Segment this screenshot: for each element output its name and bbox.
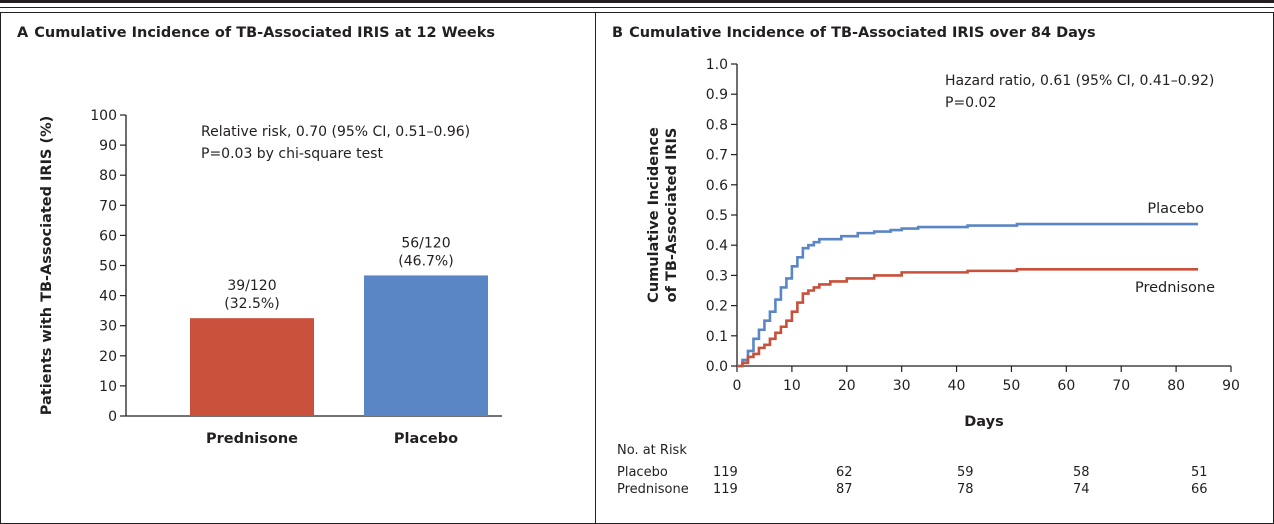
header-rule [0,0,1274,3]
x-tick-label: 40 [948,378,966,394]
risk-cell: 78 [957,482,974,497]
series-line-prednisone [737,268,1199,368]
y-tick-label: 0.7 [706,148,728,164]
risk-table-header: No. at Risk [617,443,687,458]
annotation-text: Relative risk, 0.70 (95% CI, 0.51–0.96) [201,124,470,140]
x-tick-label: 0 [733,378,742,394]
panel-a-letter: A [17,25,29,41]
x-tick-label: 30 [893,378,911,394]
bar-chart: 0 10 20 30 40 50 60 70 80 90 100 Patients with TB-A… [39,108,502,447]
series-line-placebo [737,222,1199,368]
panel-a-title-text: Cumulative Incidence of TB-Associated IR… [34,25,496,41]
y-tick-label: 60 [99,228,117,244]
y-axis-label: of TB-Associated IRIS [664,128,680,303]
x-tick-label: 10 [783,378,801,394]
y-tick-label: 70 [99,198,117,214]
risk-row-label-prednisone: Prednisone [617,482,689,497]
data-label: 39/120 [227,278,276,294]
y-tick-label: 20 [99,349,117,365]
x-tick-label: 60 [1057,378,1075,394]
y-tick-label: 0 [108,409,117,425]
risk-cell: 119 [713,482,738,497]
panel-b-title: B Cumulative Incidence of TB-Associated I… [612,25,1096,41]
panel-a: A Cumulative Incidence of TB-Associated I… [0,12,596,524]
x-tick-label: 20 [838,378,856,394]
y-tick-label: 50 [99,259,117,275]
risk-cell: 59 [957,465,974,480]
y-tick-label: 1.0 [706,57,728,73]
x-category-label: Placebo [394,431,458,447]
panel-b-title-text: Cumulative Incidence of TB-Associated IR… [629,25,1096,41]
y-tick-label: 0.6 [706,178,728,194]
x-category-label: Prednisone [206,431,298,447]
data-label: 56/120 [401,235,450,251]
y-tick-label: 0.8 [706,117,728,133]
km-chart: 0.0 0.1 0.2 0.3 0.4 0.5 0.6 0.7 0.8 0.9 1.0 0 10 20 30… [646,57,1240,430]
y-tick-label: 0.1 [706,329,728,345]
y-tick-label: 90 [99,138,117,154]
risk-cell: 119 [713,465,738,480]
risk-row-label-placebo: Placebo [617,465,668,480]
risk-cell: 74 [1073,482,1090,497]
annotation-text: Hazard ratio, 0.61 (95% CI, 0.41–0.92) [945,73,1214,89]
risk-cell: 62 [836,465,853,480]
bar [364,275,488,416]
y-tick-label: 0.0 [706,359,728,375]
y-tick-label: 100 [90,108,117,124]
y-tick-label: 0.5 [706,208,728,224]
panel-b-letter: B [612,25,624,41]
y-axis-label: Patients with TB-Associated IRIS (%) [39,116,55,416]
risk-cell: 87 [836,482,853,497]
x-tick-label: 80 [1167,378,1185,394]
data-label: (32.5%) [224,296,279,312]
panel-a-title: A Cumulative Incidence of TB-Associated I… [17,25,495,41]
y-tick-label: 0.2 [706,299,728,315]
risk-cell: 66 [1191,482,1208,497]
bar [190,318,314,416]
x-tick-label: 70 [1112,378,1130,394]
header-rule-thin [0,7,1274,8]
y-tick-label: 0.3 [706,268,728,284]
y-tick-label: 30 [99,319,117,335]
risk-cell: 58 [1073,465,1090,480]
annotation-text: P=0.03 by chi-square test [201,146,383,162]
panel-b: B Cumulative Incidence of TB-Associated I… [596,12,1274,524]
annotation-text: P=0.02 [945,95,996,111]
y-axis-label: Cumulative Incidence [646,127,662,303]
y-tick-label: 80 [99,168,117,184]
y-tick-label: 10 [99,379,117,395]
y-tick-label: 0.4 [706,238,728,254]
x-tick-label: 50 [1003,378,1021,394]
y-tick-label: 40 [99,289,117,305]
series-label-placebo: Placebo [1147,201,1204,217]
x-axis-label: Days [964,414,1003,430]
y-tick-label: 0.9 [706,87,728,103]
risk-cell: 51 [1191,465,1208,480]
x-tick-label: 90 [1222,378,1240,394]
series-label-prednisone: Prednisone [1135,280,1215,296]
data-label: (46.7%) [398,253,453,269]
